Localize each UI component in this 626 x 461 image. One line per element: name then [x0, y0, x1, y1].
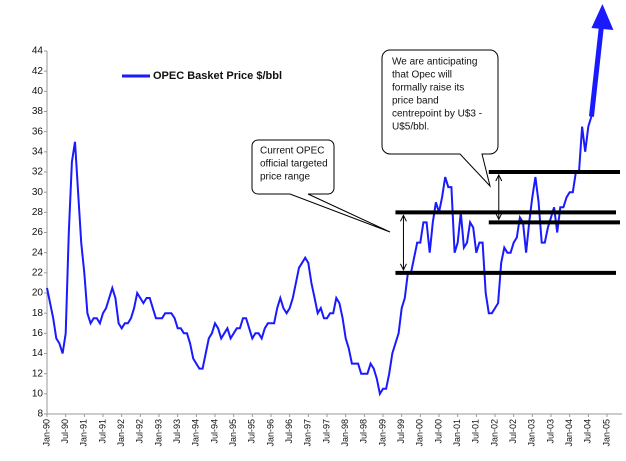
x-tick-label: Jul-04: [583, 419, 593, 444]
y-tick-label: 32: [32, 167, 44, 178]
y-tick-label: 36: [32, 126, 44, 137]
band-arrow-head: [399, 214, 407, 271]
y-tick-label: 12: [32, 368, 44, 379]
x-tick-label: Jan-95: [228, 419, 238, 447]
y-tick-label: 38: [32, 106, 44, 117]
x-tick-label: Jan-98: [340, 419, 350, 447]
annotation-line: official targeted: [260, 159, 328, 170]
y-tick-label: 28: [32, 207, 44, 218]
x-tick-label: Jul-01: [471, 419, 481, 444]
annotation-line: Current OPEC: [260, 146, 324, 157]
x-tick-label: Jan-91: [79, 419, 89, 447]
y-tick-label: 24: [32, 247, 44, 258]
x-tick-label: Jul-95: [247, 419, 257, 444]
annotation-line: price band: [392, 96, 439, 107]
annotation-line: We are anticipating: [392, 57, 477, 68]
annotation-line: U$5/bbl.: [392, 122, 429, 133]
x-tick-label: Jan-97: [303, 419, 313, 447]
x-tick-label: Jan-94: [191, 419, 201, 447]
band-arrow-head: [495, 173, 503, 221]
y-tick-label: 44: [32, 46, 44, 57]
annotation-line: centrepoint by U$3 -: [392, 109, 482, 120]
x-tick-label: Jul-93: [172, 419, 182, 444]
y-tick-label: 18: [32, 308, 44, 319]
y-tick-label: 14: [32, 348, 44, 359]
x-tick-label: Jul-91: [97, 419, 107, 444]
x-tick-label: Jan-02: [489, 419, 499, 447]
x-tick-label: Jul-99: [396, 419, 406, 444]
annotation: We are anticipating that Opec will formall…: [392, 57, 482, 133]
x-tick-label: Jan-99: [377, 419, 387, 447]
callout-box: [381, 49, 499, 188]
y-tick-label: 40: [32, 86, 44, 97]
x-tick-label: Jan-92: [116, 419, 126, 447]
annotation-line: that Opec will: [392, 70, 452, 81]
x-tick-label: Jan-96: [265, 419, 275, 447]
y-tick-label: 30: [32, 187, 44, 198]
annotation: Current OPEC official targeted price range: [260, 146, 328, 183]
y-tick-label: 42: [32, 66, 44, 77]
y-tick-label: 8: [37, 409, 43, 420]
x-tick-label: Jan-01: [452, 419, 462, 447]
y-tick-label: 34: [32, 146, 44, 157]
x-tick-label: Jan-90: [41, 419, 51, 447]
x-tick-label: Jul-90: [60, 419, 70, 444]
x-tick-label: Jan-93: [153, 419, 163, 447]
x-tick-label: Jul-92: [135, 419, 145, 444]
x-tick-label: Jul-02: [508, 419, 518, 444]
callout-box: [251, 139, 391, 233]
x-tick-label: Jul-98: [359, 419, 369, 444]
y-tick-label: 26: [32, 227, 44, 238]
x-tick-label: Jul-00: [433, 419, 443, 444]
x-tick-label: Jan-05: [601, 419, 611, 447]
y-tick-label: 22: [32, 267, 44, 278]
annotation-line: formally raise its: [392, 83, 464, 94]
y-tick-label: 20: [32, 288, 44, 299]
price-line: [46, 116, 593, 397]
x-tick-label: Jul-96: [284, 419, 294, 444]
trend-arrow: [588, 25, 604, 117]
annotation-line: price range: [260, 172, 310, 183]
x-tick-label: Jul-97: [321, 419, 331, 444]
legend-label: OPEC Basket Price $/bbl: [153, 70, 282, 82]
trend-arrow-head: [591, 4, 614, 30]
x-tick-label: Jan-00: [415, 419, 425, 447]
x-tick-label: Jul-94: [209, 419, 219, 444]
x-tick-label: Jan-04: [564, 419, 574, 447]
y-tick-label: 16: [32, 328, 44, 339]
x-tick-label: Jan-03: [527, 419, 537, 447]
y-tick-label: 10: [32, 388, 44, 399]
x-tick-label: Jul-03: [545, 419, 555, 444]
